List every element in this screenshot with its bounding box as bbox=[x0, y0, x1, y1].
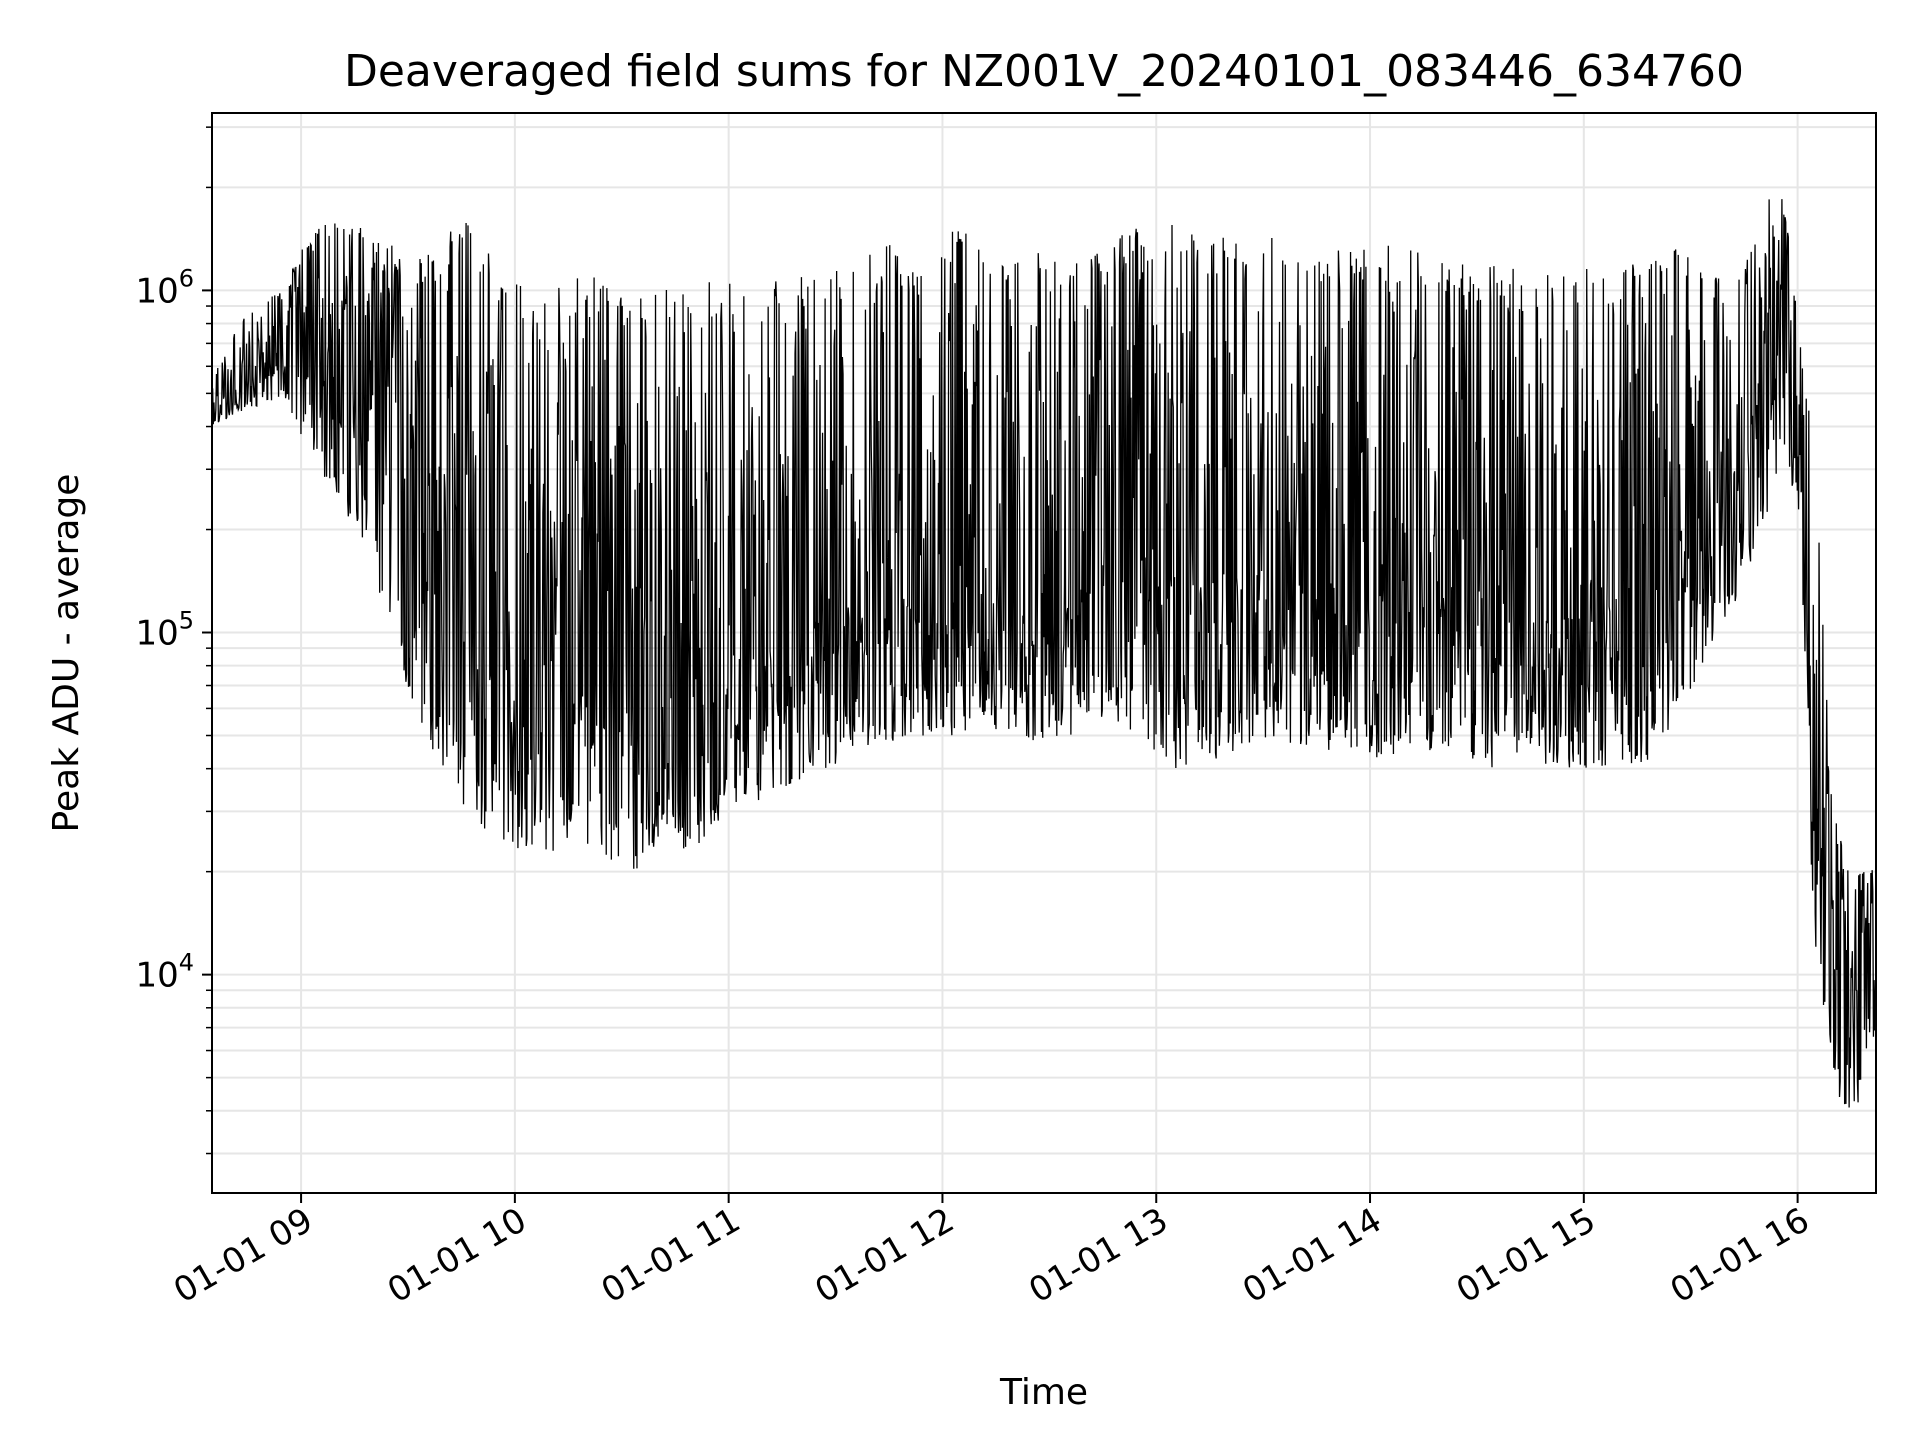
y-tick-label: 105 bbox=[135, 607, 194, 654]
y-axis-ticks: 104 105 106 bbox=[135, 126, 212, 1155]
x-axis-label: Time bbox=[999, 1372, 1088, 1413]
chart-title: Deaveraged field sums for NZ001V_2024010… bbox=[344, 46, 1744, 97]
data-line-series bbox=[212, 199, 1876, 1108]
y-axis-label: Peak ADU - average bbox=[46, 474, 87, 833]
axes-frame bbox=[211, 112, 1877, 1194]
y-tick-label: 104 bbox=[135, 949, 194, 996]
data-series bbox=[212, 199, 1876, 1108]
y-tick-label: 106 bbox=[135, 264, 194, 311]
plot-area bbox=[212, 199, 1876, 1108]
